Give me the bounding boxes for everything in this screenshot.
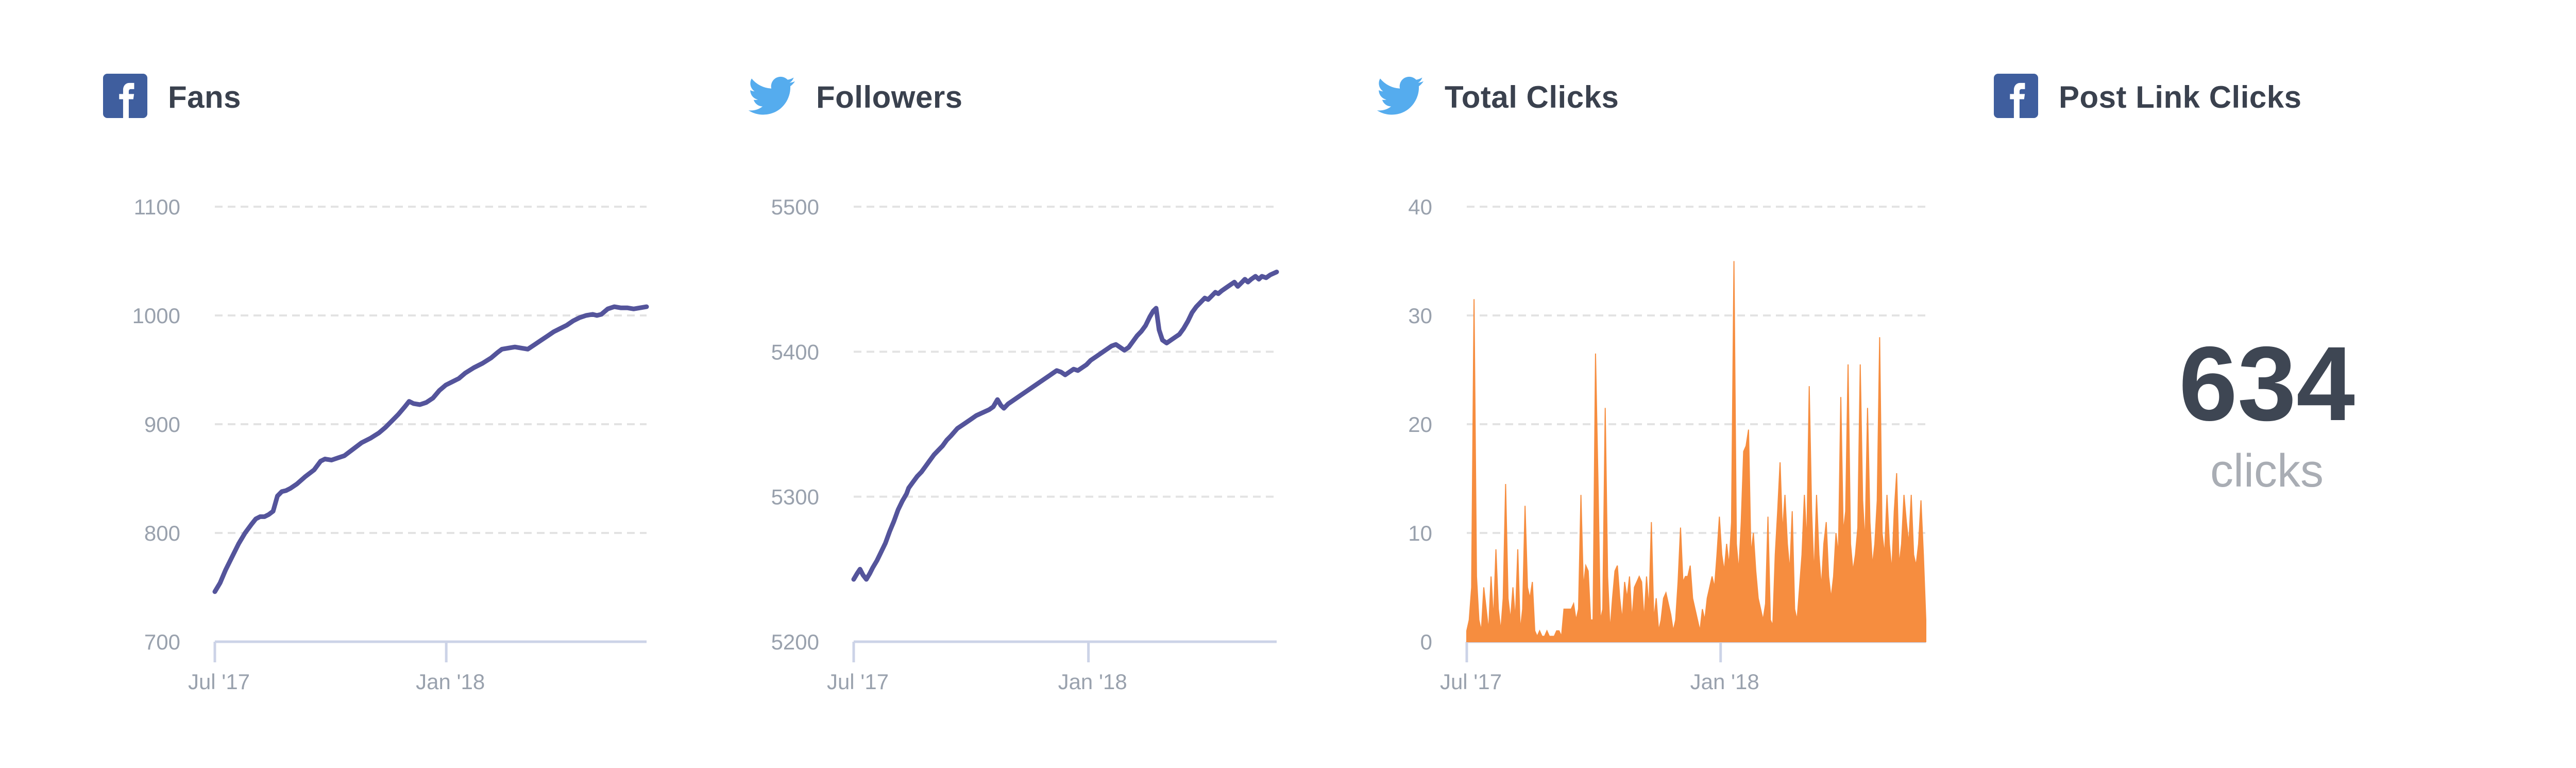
twitter-icon	[748, 76, 795, 118]
x-axis-label: Jul '17	[827, 670, 889, 694]
panel-header-post-link-clicks: Post Link Clicks	[1994, 73, 2302, 121]
panel-header-fans: Fans	[103, 73, 242, 121]
y-axis-label: 900	[144, 412, 180, 437]
y-axis-label: 5300	[771, 485, 819, 509]
total_clicks-chart: 40 30 20 10 0 Jul '17 Jan '18	[1408, 195, 1926, 694]
fans-line-series	[212, 304, 649, 594]
panel-title: Total Clicks	[1445, 79, 1619, 114]
twitter-icon	[1377, 76, 1424, 118]
panel-header-total-clicks: Total Clicks	[1377, 75, 1619, 119]
total_clicks-area-series	[1466, 261, 1926, 642]
followers-line-series	[851, 270, 1279, 582]
y-axis-label: 30	[1408, 304, 1432, 328]
y-axis-label: 10	[1408, 521, 1432, 545]
y-axis-label: 800	[144, 521, 180, 545]
y-axis-label: 0	[1420, 630, 1432, 654]
x-axis-label: Jan '18	[1690, 670, 1759, 694]
x-axis-label: Jul '17	[188, 670, 250, 694]
stat-value: 634	[2178, 325, 2355, 443]
y-axis-label: 40	[1408, 195, 1432, 219]
y-axis-label: 20	[1408, 412, 1432, 437]
panel-title: Fans	[168, 79, 242, 114]
x-axis-label: Jan '18	[1058, 670, 1127, 694]
x-axis-label: Jul '17	[1440, 670, 1502, 694]
y-axis-label: 1000	[132, 304, 180, 328]
post-link-clicks-stat: 634 clicks	[2009, 330, 2524, 497]
stat-unit: clicks	[2210, 445, 2324, 497]
fans-chart: 1100 1000 900 800 700 Jul '17 Jan '18	[132, 195, 649, 694]
y-axis-label: 5200	[771, 630, 819, 654]
y-axis-label: 5500	[771, 195, 819, 219]
y-axis-label: 1100	[134, 195, 180, 219]
followers-chart: 5500 5400 5300 5200 Jul '17 Jan '18	[771, 195, 1279, 694]
x-axis-label: Jan '18	[416, 670, 485, 694]
y-axis-label: 700	[144, 630, 180, 654]
panel-title: Post Link Clicks	[2059, 79, 2302, 114]
y-axis-label: 5400	[771, 340, 819, 364]
panel-header-followers: Followers	[748, 75, 963, 119]
facebook-icon	[1994, 73, 2038, 121]
panel-title: Followers	[816, 79, 963, 114]
facebook-icon	[103, 73, 147, 121]
